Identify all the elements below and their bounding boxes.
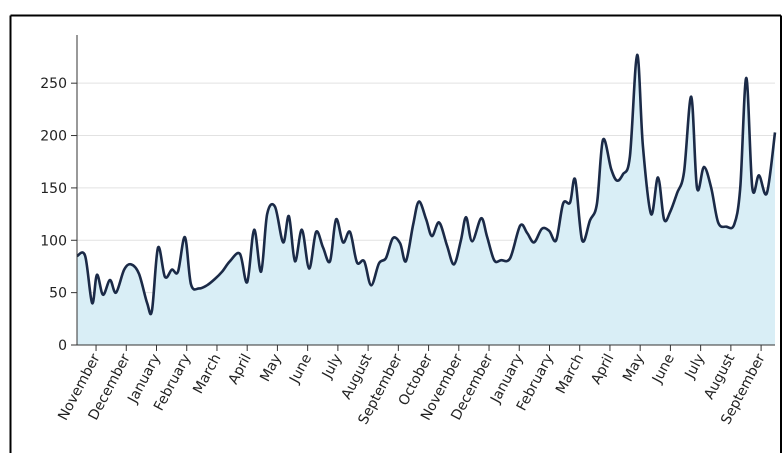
area [77, 54, 775, 346]
x-tick-label: April [588, 351, 617, 387]
y-tick-label: 0 [58, 338, 67, 354]
x-tick-label: March [190, 351, 224, 396]
x-tick-label: June [286, 351, 315, 386]
line [76, 53, 777, 316]
x-tick-label: June [649, 351, 678, 386]
x-tick-label: April [226, 351, 255, 387]
x-tick-label: March [553, 351, 587, 396]
x-tick-label: May [257, 351, 285, 384]
x-tick-label: July [682, 351, 708, 382]
x-tick-label: July [319, 351, 345, 382]
x-tick-label: May [620, 351, 648, 384]
y-tick-label: 150 [40, 181, 67, 197]
y-tick-label: 100 [40, 233, 67, 249]
y-tick-label: 50 [49, 286, 67, 302]
y-tick-label: 200 [40, 129, 67, 145]
y-tick-label: 250 [40, 76, 67, 92]
